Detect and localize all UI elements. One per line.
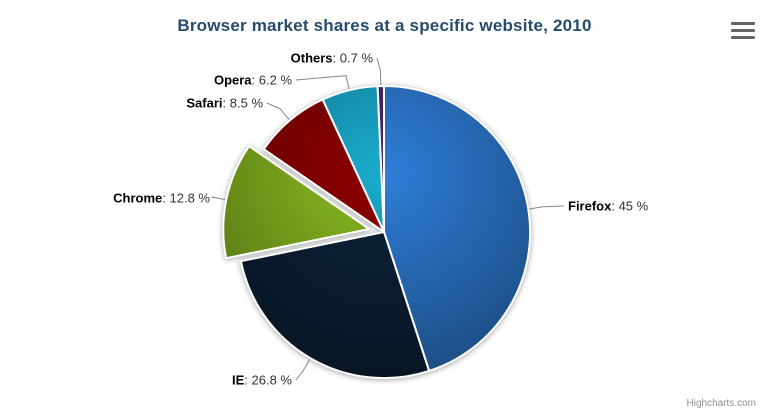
data-label-ie: IE: 26.8 % <box>232 373 292 388</box>
connector-line <box>529 205 565 210</box>
data-label-safari: Safari: 8.5 % <box>186 96 263 111</box>
connector-line <box>295 358 311 381</box>
export-menu-button[interactable] <box>731 22 755 39</box>
chart-title: Browser market shares at a specific webs… <box>177 16 592 35</box>
connector-line <box>376 57 382 86</box>
data-label-others: Others: 0.7 % <box>291 51 374 66</box>
pie-slice-ie[interactable] <box>239 231 431 380</box>
pie-slice-others[interactable] <box>376 84 385 233</box>
connector-line <box>211 196 226 201</box>
data-label-firefox: Firefox: 45 % <box>568 199 649 214</box>
credits-link[interactable]: Highcharts.com <box>686 398 756 409</box>
pie-slice-chrome[interactable] <box>222 145 371 260</box>
data-label-chrome: Chrome: 12.8 % <box>113 191 210 206</box>
data-label-opera: Opera: 6.2 % <box>214 73 292 88</box>
pie-slice-firefox[interactable] <box>383 85 532 372</box>
connector-line <box>266 102 290 120</box>
connector-line <box>295 75 350 90</box>
